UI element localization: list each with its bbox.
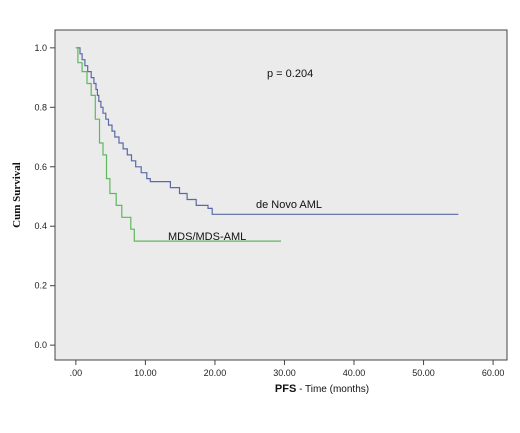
- x-axis-title-rest: - Time (months): [296, 384, 369, 395]
- x-tick-label: 10.00: [134, 368, 157, 378]
- series-label-de-novo-aml: de Novo AML: [256, 199, 322, 211]
- axes: .00 10.00 20.00 30.00 40.00 50.00 60.00 0.0 0.2 0…: [34, 43, 504, 378]
- x-tick-label: 60.00: [482, 368, 505, 378]
- series-line-1: [75, 47, 281, 242]
- series-line-0: [75, 47, 459, 215]
- p-value-annotation: p = 0.204: [267, 68, 313, 80]
- y-tick-label: 0.4: [34, 221, 47, 231]
- y-axis-title: Cum Survival: [11, 162, 23, 228]
- series-label-mds-mds-aml: MDS/MDS-AML: [168, 231, 246, 243]
- x-tick-label: 30.00: [273, 368, 296, 378]
- series-layer: [75, 47, 459, 242]
- x-tick-label: 40.00: [343, 368, 366, 378]
- x-tick-label: .00: [70, 368, 83, 378]
- y-tick-label: 1.0: [34, 43, 47, 53]
- y-tick-label: 0.6: [34, 162, 47, 172]
- y-tick-label: 0.0: [34, 340, 47, 350]
- x-tick-label: 50.00: [412, 368, 435, 378]
- x-axis-title-bold: PFS: [275, 383, 296, 395]
- x-axis-title: PFS - Time (months): [275, 383, 369, 395]
- y-tick-label: 0.2: [34, 281, 47, 291]
- plot-area: [54, 29, 508, 361]
- y-tick-label: 0.8: [34, 102, 47, 112]
- x-tick-label: 20.00: [204, 368, 227, 378]
